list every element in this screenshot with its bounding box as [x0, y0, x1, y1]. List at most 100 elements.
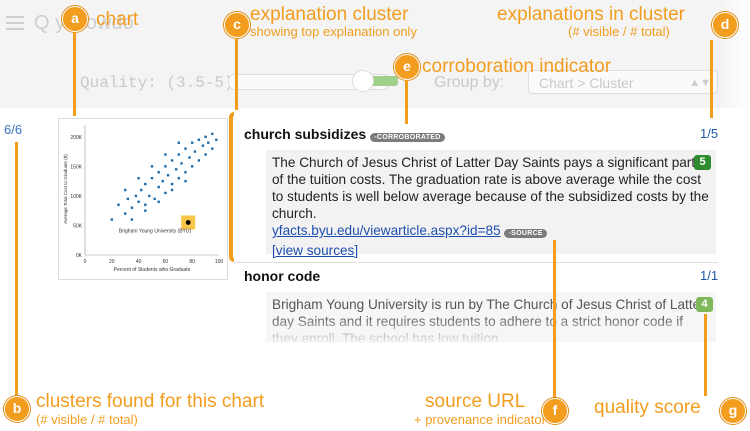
cluster-explanation-count[interactable]: 1/1 [700, 268, 719, 283]
scatter-point [197, 138, 201, 141]
source-url-link[interactable]: yfacts.byu.edu/viewarticle.aspx?id=85 [272, 223, 501, 238]
annotation-title-e: corroboration indicator [422, 56, 612, 77]
annotation-title-d: explanations in cluster [497, 4, 685, 25]
cluster-title-text: church subsidizes [244, 126, 367, 142]
scatter-point [124, 212, 127, 215]
quality-slider-range [368, 76, 398, 86]
highlight-point [185, 220, 191, 225]
explanation-card [266, 150, 716, 254]
quality-filter-label: Quality: (3.5-5) [80, 74, 234, 92]
x-tick-label: 60 [163, 259, 169, 265]
x-tick-label: 80 [189, 259, 195, 265]
scatter-point [137, 200, 140, 204]
scatter-point [161, 179, 164, 183]
view-sources-link[interactable]: [view sources] [272, 243, 359, 258]
annotation-line-f [553, 240, 556, 398]
scatter-point [174, 168, 178, 171]
scatter-point [164, 153, 167, 156]
scatter-point [177, 153, 180, 156]
annotation-marker-f: f [542, 398, 568, 424]
cluster-explanation-count[interactable]: 1/5 [700, 126, 719, 141]
quality-score: 5 [694, 155, 711, 170]
scatter-point [166, 174, 170, 177]
annotation-marker-d: d [712, 12, 738, 38]
scatter-point [144, 203, 147, 206]
corroboration-badge-text: CORROBORATED [376, 134, 441, 141]
cluster-bracket [229, 112, 234, 262]
scatter-point [110, 218, 113, 221]
scatter-point [197, 159, 201, 162]
scatter-point [211, 147, 214, 150]
scatter-point [170, 188, 174, 192]
annotation-title-b: clusters found for this chart [36, 391, 265, 412]
cluster-title-text: honor code [244, 268, 321, 284]
cluster-divider [234, 262, 718, 263]
x-tick-label: 0 [84, 259, 87, 265]
scatter-point [191, 141, 194, 144]
annotation-sub-d: (# visible / # total) [568, 24, 670, 39]
scatter-point [184, 147, 187, 150]
explanation-text: The Church of Jesus Christ of Latter Day… [272, 154, 710, 259]
annotation-line-c [235, 38, 238, 110]
annotation-line-b [15, 142, 18, 396]
scatter-point [211, 132, 214, 136]
scatter-point [140, 188, 143, 192]
source-badge-text: SOURCE [511, 230, 543, 237]
scatter-point [184, 171, 187, 174]
scatter-point [137, 176, 140, 180]
highlight-label: Brigham Young University (BYU) [119, 229, 192, 235]
scatter-point [150, 176, 154, 180]
scatter-point [188, 156, 191, 159]
annotation-line-a [73, 32, 76, 116]
chart-cluster-count[interactable]: 6/6 [4, 122, 23, 137]
scatter-point [204, 153, 207, 156]
groupby-select-value: Chart > Cluster [539, 75, 634, 91]
scatter-point [157, 200, 160, 204]
quality-slider-handle[interactable] [352, 70, 374, 92]
source-badge: ◦SOURCE [504, 229, 547, 238]
scatter-point [215, 138, 218, 141]
x-tick-label: 100 [215, 259, 224, 265]
annotation-marker-a: a [62, 6, 88, 32]
annotation-title-a: chart [96, 9, 139, 30]
scatter-point [153, 197, 156, 201]
scatter-point [157, 185, 160, 189]
annotation-sub-c: showing top explanation only [250, 24, 417, 39]
y-tick-label: 200K [70, 135, 82, 141]
cluster-title[interactable]: church subsidizes ◦CORROBORATED [244, 126, 445, 142]
scatter-point [134, 194, 138, 198]
scatter-point [164, 165, 167, 168]
scatter-point [130, 218, 134, 221]
scatter-point [180, 162, 183, 165]
explanation-card [266, 292, 716, 342]
annotation-marker-e: e [394, 54, 420, 80]
groupby-select[interactable]: Chart > Cluster ▲▼ [528, 70, 718, 94]
menu-icon[interactable] [6, 16, 24, 30]
annotation-marker-b: b [4, 396, 30, 422]
annotation-line-g [704, 314, 707, 396]
explanation-body: The Church of Jesus Christ of Latter Day… [272, 155, 709, 221]
y-tick-label: 100K [70, 194, 82, 200]
annotation-title-c: explanation cluster [250, 4, 409, 25]
annotation-title-f: source URL [425, 391, 526, 412]
y-tick-label: 0K [76, 253, 83, 259]
groupby-label: Group by: [434, 74, 505, 91]
annotation-line-d [710, 40, 713, 118]
annotation-marker-g: g [720, 398, 746, 424]
x-tick-label: 20 [109, 259, 115, 265]
chart-thumbnail[interactable]: 200K 150K 100K 50K 0K 0 20 40 60 80 100 Percent of … [58, 118, 228, 280]
cluster-title[interactable]: honor code [244, 268, 320, 284]
annotation-marker-c: c [224, 12, 250, 38]
annotation-title-g: quality score [594, 397, 701, 418]
annotation-line-e [405, 80, 408, 124]
annotation-sub-b: (# visible / # total) [36, 412, 138, 427]
scatter-point [184, 179, 187, 183]
scatter-point [170, 182, 174, 186]
scatter-point [204, 135, 207, 139]
explanation-text: Brigham Young University is run by The C… [272, 297, 710, 344]
corroboration-badge: ◦CORROBORATED [370, 133, 445, 142]
y-tick-label: 150K [70, 164, 82, 170]
scatter-point [117, 203, 120, 206]
scatter-point [191, 165, 194, 168]
scatter-point [144, 182, 147, 186]
